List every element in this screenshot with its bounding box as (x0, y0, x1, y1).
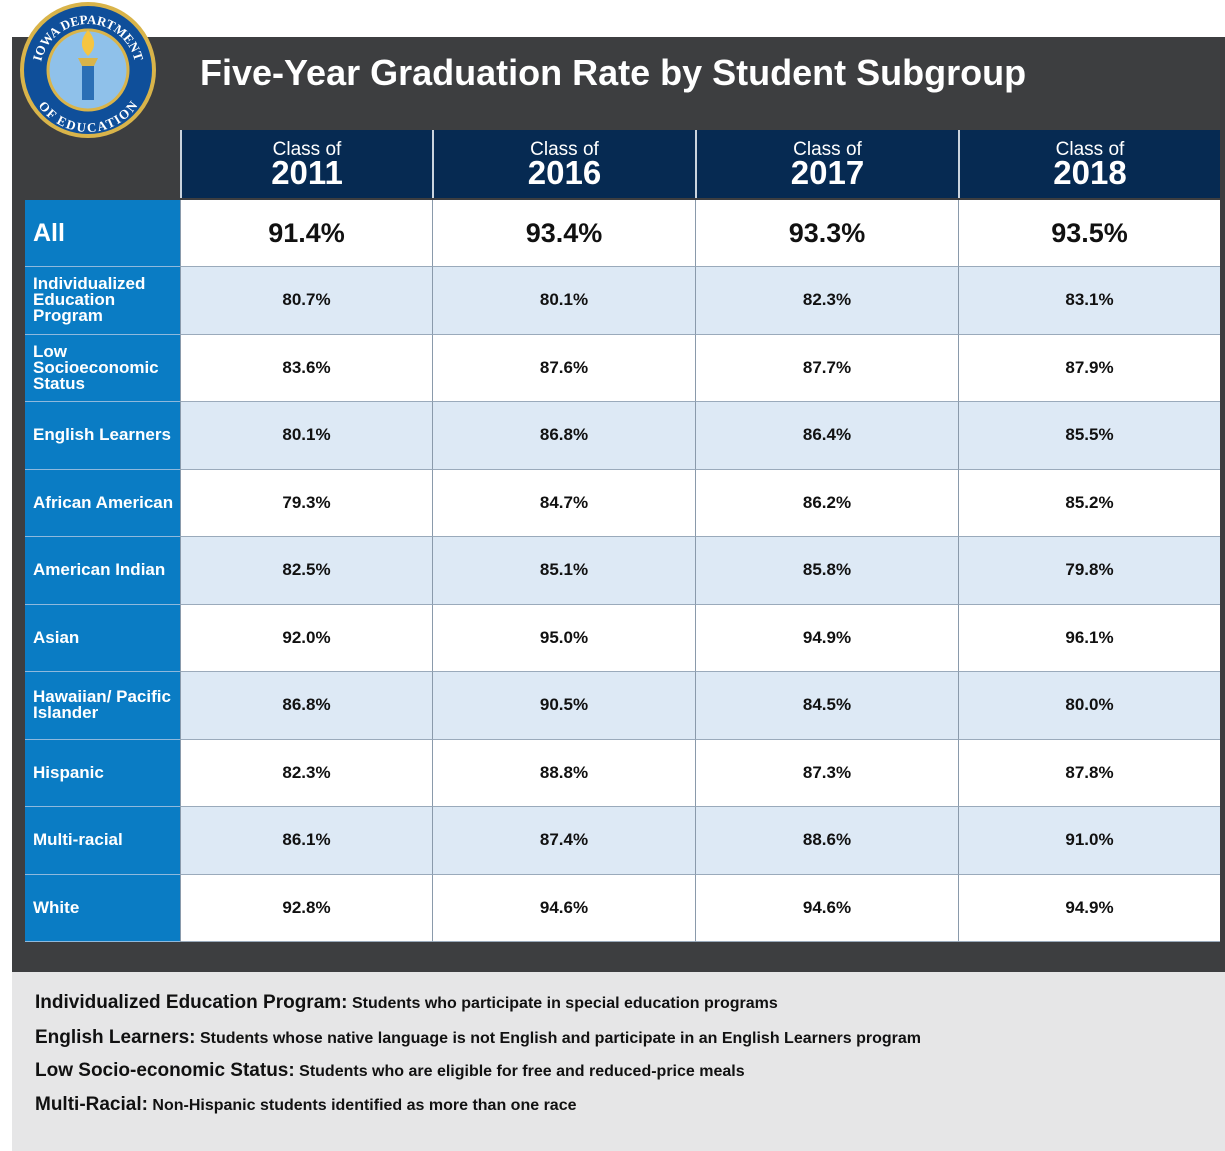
value-cell: 94.9% (695, 604, 958, 672)
column-prefix: Class of (272, 138, 342, 160)
value-cell: 80.1% (180, 402, 432, 470)
value-cell: 90.5% (432, 672, 695, 740)
note: Low Socio-economic Status: Students who … (35, 1060, 745, 1082)
column-header: Class of 2011 (180, 130, 432, 198)
title: Five-Year Graduation Rate by Student Sub… (200, 52, 1027, 93)
note-term: Low Socio-economic Status: (35, 1060, 295, 1081)
note-term: English Learners: (35, 1027, 196, 1048)
value-cell: 85.2% (958, 469, 1220, 537)
value-cell: 93.5% (958, 200, 1220, 267)
value-cell: 87.7% (695, 334, 958, 402)
value-cell: 91.0% (958, 807, 1220, 875)
value-cell: 83.1% (958, 267, 1220, 335)
column-year: 2017 (790, 153, 865, 191)
row-label: White (25, 874, 180, 942)
row-label: Hawaiian/ Pacific Islander (25, 672, 180, 740)
value-cell: 94.9% (958, 874, 1220, 942)
value-cell: 80.1% (432, 267, 695, 335)
row-label: African American (25, 469, 180, 537)
column-year: 2011 (271, 153, 343, 191)
row-label: Low Socioeconomic Status (25, 334, 180, 402)
value-cell: 82.3% (695, 267, 958, 335)
row-label: All (25, 200, 180, 267)
value-cell: 87.6% (432, 334, 695, 402)
value-cell: 88.8% (432, 739, 695, 807)
value-cell: 92.8% (180, 874, 432, 942)
value-cell: 82.3% (180, 739, 432, 807)
row-label: Individualized Education Program (25, 267, 180, 335)
note-text: Students who participate in special educ… (351, 995, 778, 1012)
value-cell: 92.0% (180, 604, 432, 672)
value-cell: 87.4% (432, 807, 695, 875)
value-cell: 93.4% (432, 200, 695, 267)
row-label: Hispanic (25, 739, 180, 807)
column-prefix: Class of (1055, 138, 1125, 160)
value-cell: 86.8% (180, 672, 432, 740)
note: Individualized Education Program: Studen… (35, 992, 778, 1014)
value-cell: 82.5% (180, 537, 432, 605)
footer: Individualized Education Program: Studen… (12, 972, 1225, 1151)
column-prefix: Class of (530, 138, 599, 160)
value-cell: 87.9% (958, 334, 1220, 402)
value-cell: 94.6% (432, 874, 695, 942)
value-cell: 79.3% (180, 469, 432, 537)
note-term: Individualized Education Program: (35, 992, 348, 1013)
column-prefix: Class of (793, 138, 862, 160)
column-header: Class of 2017 (695, 130, 958, 198)
logo: IOWA DEPARTMENT OF EDUCATION (20, 2, 156, 138)
row-label: Multi-racial (25, 807, 180, 875)
value-cell: 88.6% (695, 807, 958, 875)
value-cell: 96.1% (958, 604, 1220, 672)
row-label: American Indian (25, 537, 180, 605)
row-label: Asian (25, 604, 180, 672)
value-cell: 93.3% (695, 200, 958, 267)
value-cell: 87.8% (958, 739, 1220, 807)
value-cell: 95.0% (432, 604, 695, 672)
value-cell: 80.7% (180, 267, 432, 335)
value-cell: 83.6% (180, 334, 432, 402)
value-cell: 85.1% (432, 537, 695, 605)
note: Multi-Racial: Non-Hispanic students iden… (35, 1094, 576, 1116)
value-cell: 86.1% (180, 807, 432, 875)
note: English Learners: Students whose native … (35, 1027, 921, 1049)
value-cell: 80.0% (958, 672, 1220, 740)
column-header: Class of 2018 (958, 130, 1220, 198)
column-year: 2018 (1053, 153, 1127, 191)
value-cell: 86.8% (432, 402, 695, 470)
value-cell: 86.4% (695, 402, 958, 470)
value-cell: 86.2% (695, 469, 958, 537)
value-cell: 84.5% (695, 672, 958, 740)
value-cell: 94.6% (695, 874, 958, 942)
value-cell: 84.7% (432, 469, 695, 537)
note-text: Students whose native language is not En… (199, 1030, 921, 1047)
column-header: Class of 2016 (432, 130, 695, 198)
note-text: Students who are eligible for free and r… (299, 1063, 745, 1080)
note-text: Non-Hispanic students identified as more… (152, 1097, 577, 1114)
value-cell: 85.5% (958, 402, 1220, 470)
note-term: Multi-Racial: (35, 1094, 148, 1115)
value-cell: 87.3% (695, 739, 958, 807)
value-cell: 91.4% (180, 200, 432, 267)
value-cell: 79.8% (958, 537, 1220, 605)
row-label: English Learners (25, 402, 180, 470)
column-year: 2016 (527, 153, 602, 191)
value-cell: 85.8% (695, 537, 958, 605)
